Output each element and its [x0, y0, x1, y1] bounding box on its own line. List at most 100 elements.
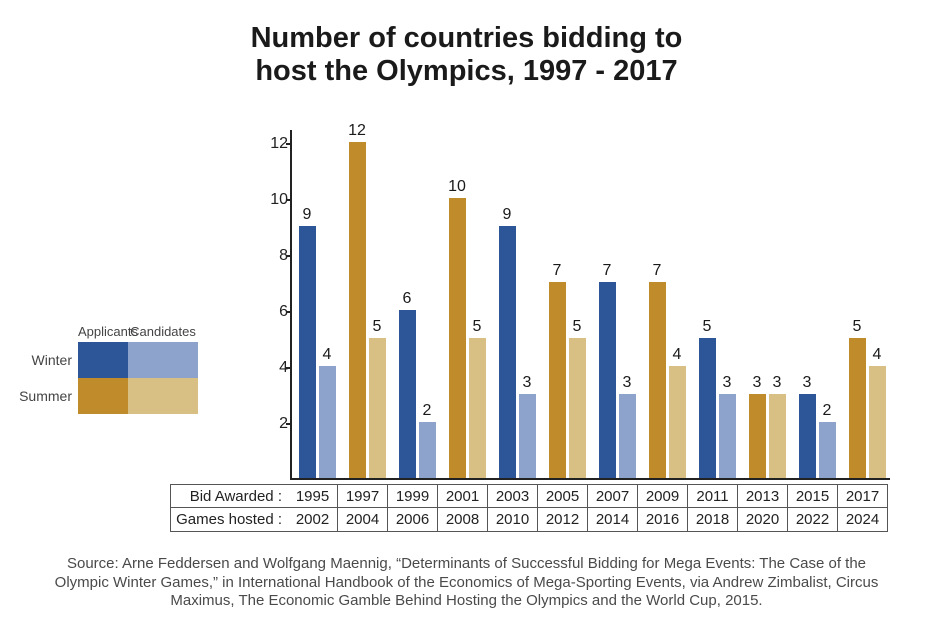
bar-label-applicants: 7 [545, 262, 569, 280]
bar-applicants [549, 282, 566, 478]
bar-candidates [569, 338, 586, 478]
bar-candidates [669, 366, 686, 478]
bar-label-candidates: 3 [715, 374, 739, 392]
axis-cell-bid: 2001 [438, 484, 488, 508]
axis-cell-bid: 2013 [738, 484, 788, 508]
axis-cell-bid: 2017 [838, 484, 888, 508]
bar-label-applicants: 7 [645, 262, 669, 280]
bar-label-candidates: 5 [565, 318, 589, 336]
legend-swatch-winter-candidates [128, 342, 198, 378]
bar-label-candidates: 2 [815, 402, 839, 420]
bar-group: 73 [592, 130, 642, 478]
y-tick-label: 4 [258, 359, 288, 377]
bar-candidates [869, 366, 886, 478]
axis-cell-hosted: 2022 [788, 508, 838, 532]
bar-applicants [449, 198, 466, 478]
axis-cell-hosted: 2006 [388, 508, 438, 532]
y-tick-label: 12 [258, 135, 288, 153]
bar-label-candidates: 3 [765, 374, 789, 392]
bar-group: 62 [392, 130, 442, 478]
axis-cell-hosted: 2002 [288, 508, 338, 532]
axis-cell-bid: 1999 [388, 484, 438, 508]
legend-swatch-summer-candidates [128, 378, 198, 414]
axis-cell-bid: 1995 [288, 484, 338, 508]
axis-cell-bid: 1997 [338, 484, 388, 508]
bar-label-candidates: 3 [615, 374, 639, 392]
axis-cell-hosted: 2020 [738, 508, 788, 532]
bar-group: 93 [492, 130, 542, 478]
axis-cell-hosted: 2024 [838, 508, 888, 532]
y-tick-label: 2 [258, 415, 288, 433]
y-tick-label: 8 [258, 247, 288, 265]
axis-cell-bid: 2015 [788, 484, 838, 508]
bar-candidates [469, 338, 486, 478]
axis-label-bid: Bid Awarded : [170, 484, 288, 508]
axis-row-hosted: Games hosted : 2002200420062008201020122… [170, 508, 888, 532]
axis-cell-bid: 2011 [688, 484, 738, 508]
bar-candidates [619, 394, 636, 478]
bar-label-candidates: 2 [415, 402, 439, 420]
bar-applicants [599, 282, 616, 478]
bar-applicants [499, 226, 516, 478]
chart-title: Number of countries bidding to host the … [0, 0, 933, 89]
bar-label-applicants: 9 [295, 206, 319, 224]
legend-row-summer: Summer [18, 388, 78, 404]
bar-group: 75 [542, 130, 592, 478]
bar-label-applicants: 3 [795, 374, 819, 392]
bar-applicants [699, 338, 716, 478]
bar-label-candidates: 5 [365, 318, 389, 336]
bar-applicants [649, 282, 666, 478]
bar-applicants [749, 394, 766, 478]
axis-cell-bid: 2003 [488, 484, 538, 508]
bar-applicants [349, 142, 366, 478]
axis-cell-bid: 2009 [638, 484, 688, 508]
axis-label-hosted: Games hosted : [170, 508, 288, 532]
legend: Applicants Candidates Winter Summer [18, 320, 198, 414]
axis-cell-bid: 2005 [538, 484, 588, 508]
bar-group: 33 [742, 130, 792, 478]
bar-applicants [849, 338, 866, 478]
bar-group: 74 [642, 130, 692, 478]
bar-group: 125 [342, 130, 392, 478]
bar-label-applicants: 9 [495, 206, 519, 224]
bar-label-candidates: 4 [865, 346, 889, 364]
bar-group: 94 [292, 130, 342, 478]
bar-candidates [769, 394, 786, 478]
axis-cell-hosted: 2016 [638, 508, 688, 532]
axis-cell-hosted: 2018 [688, 508, 738, 532]
bar-label-candidates: 3 [515, 374, 539, 392]
legend-row-winter: Winter [18, 352, 78, 368]
y-tick-label: 10 [258, 191, 288, 209]
plot-area: 94125621059375737453333254 [290, 130, 890, 480]
bar-group: 53 [692, 130, 742, 478]
bar-applicants [799, 394, 816, 478]
y-tick-label: 6 [258, 303, 288, 321]
bar-label-applicants: 7 [595, 262, 619, 280]
bar-chart: 94125621059375737453333254 24681012 [260, 130, 900, 480]
axis-cell-bid: 2007 [588, 484, 638, 508]
bar-candidates [819, 422, 836, 478]
bar-label-candidates: 5 [465, 318, 489, 336]
bar-group: 54 [842, 130, 892, 478]
bar-applicants [399, 310, 416, 478]
bar-label-applicants: 5 [845, 318, 869, 336]
source-text: Source: Arne Feddersen and Wolfgang Maen… [40, 555, 893, 611]
bar-candidates [369, 338, 386, 478]
axis-tables: Bid Awarded : 19951997199920012003200520… [170, 484, 888, 532]
bar-candidates [719, 394, 736, 478]
bar-label-candidates: 4 [665, 346, 689, 364]
axis-cell-hosted: 2008 [438, 508, 488, 532]
title-line-2: host the Olympics, 1997 - 2017 [255, 55, 677, 87]
bar-candidates [519, 394, 536, 478]
bar-group: 105 [442, 130, 492, 478]
title-line-1: Number of countries bidding to [251, 22, 683, 54]
bar-candidates [319, 366, 336, 478]
axis-cell-hosted: 2012 [538, 508, 588, 532]
axis-cell-hosted: 2004 [338, 508, 388, 532]
axis-cell-hosted: 2010 [488, 508, 538, 532]
bar-group: 32 [792, 130, 842, 478]
legend-col-applicants: Applicants [78, 324, 128, 339]
axis-row-bid: Bid Awarded : 19951997199920012003200520… [170, 484, 888, 508]
bar-label-applicants: 6 [395, 290, 419, 308]
axis-cell-hosted: 2014 [588, 508, 638, 532]
